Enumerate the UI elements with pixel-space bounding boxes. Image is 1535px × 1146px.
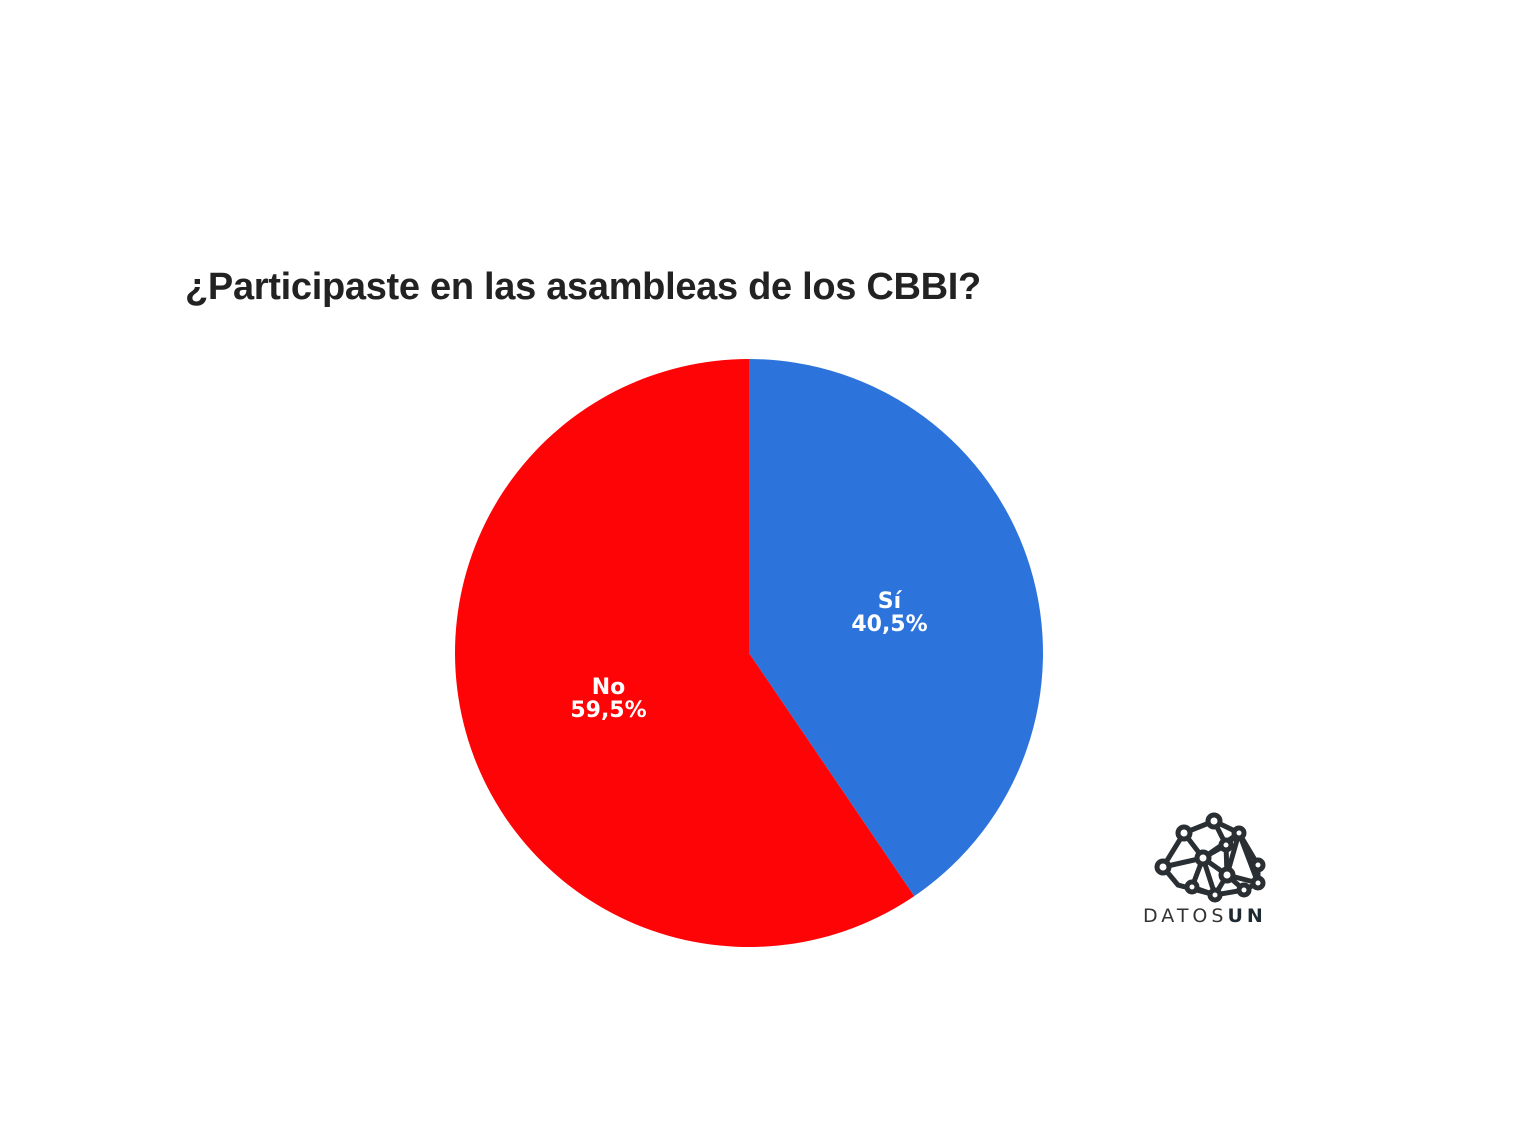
logo-text-bold: UN xyxy=(1227,905,1267,927)
slice-label-0: Sí xyxy=(878,589,903,614)
slice-value-label-1: 59,5% xyxy=(570,698,646,723)
slice-label-1: No xyxy=(592,675,626,700)
network-graph-icon xyxy=(1154,812,1266,903)
slice-value-label-0: 40,5% xyxy=(851,612,927,637)
logo-wordmark: DATOSUN xyxy=(1143,905,1267,927)
logo-text-light: DATOS xyxy=(1143,905,1228,927)
pie-slice-0 xyxy=(749,359,1043,897)
pie-slice-1 xyxy=(454,359,915,947)
chart-title: ¿Participaste en las asambleas de los CB… xyxy=(185,266,981,308)
